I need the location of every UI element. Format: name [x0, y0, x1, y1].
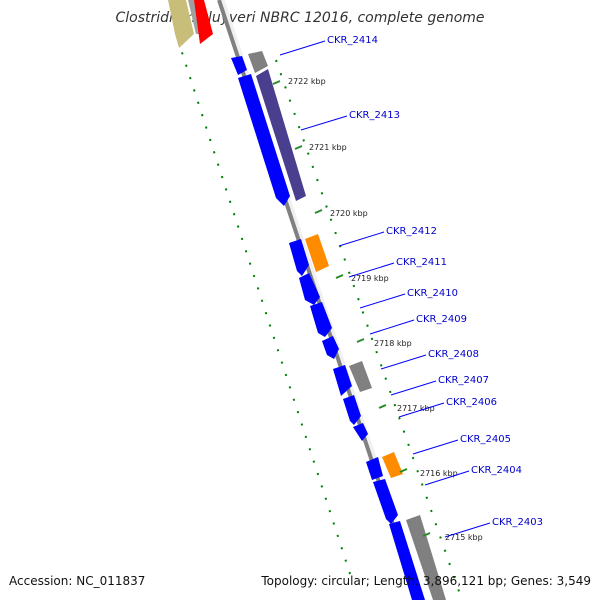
label-leader	[444, 522, 491, 538]
label-leader	[348, 262, 395, 278]
gene-label-CKR_2410[interactable]: CKR_2410	[407, 288, 458, 299]
gene-CKR_2405[interactable]	[382, 452, 403, 478]
gene-CKR_2403[interactable]	[406, 515, 446, 600]
label-leader	[338, 231, 385, 247]
scale-tick	[314, 209, 323, 214]
gene-CKR_2404[interactable]	[373, 479, 398, 524]
gene-CKR_2409[interactable]	[310, 302, 332, 337]
gene-CKR_2403-forward[interactable]	[389, 521, 425, 600]
gene-CKR_2408[interactable]	[322, 336, 339, 359]
scale-tick	[356, 338, 365, 343]
genome-summary-text: Topology: circular; Length: 3,896,121 bp…	[261, 574, 591, 588]
gene-block-khaki[interactable]	[168, 0, 194, 48]
gene-CKR_2413[interactable]	[256, 69, 306, 201]
scale-tick	[378, 404, 387, 409]
label-leader	[412, 439, 459, 455]
label-leader	[359, 293, 406, 309]
scale-label-2720: 2720 kbp	[330, 209, 368, 218]
gene-block-red[interactable]	[194, 0, 213, 44]
gene-label-CKR_2409[interactable]: CKR_2409	[416, 314, 467, 325]
scale-label-2719: 2719 kbp	[351, 274, 389, 283]
gene-CKR_2414[interactable]	[231, 56, 247, 75]
gene-label-CKR_2413[interactable]: CKR_2413	[349, 110, 400, 121]
scale-tick	[335, 274, 344, 279]
gene-CKR_2410[interactable]	[299, 273, 320, 305]
gene-CKR_2413-forward[interactable]	[238, 74, 290, 206]
gene-CKR_2406-tail[interactable]	[353, 423, 368, 441]
gene-label-CKR_2403[interactable]: CKR_2403	[492, 517, 543, 528]
scale-tick	[422, 532, 431, 537]
label-leader	[380, 354, 427, 370]
gene-CKR_2407-forward[interactable]	[333, 365, 352, 396]
scale-tick	[294, 145, 303, 150]
gene-label-CKR_2408[interactable]: CKR_2408	[428, 349, 479, 360]
scale-tick	[399, 468, 408, 473]
gene-CKR_2407[interactable]	[349, 361, 372, 392]
scale-label-2716: 2716 kbp	[420, 469, 458, 478]
gc-skew-track-inner	[275, 59, 463, 600]
gene-CKR_2412[interactable]	[289, 239, 309, 276]
gene-CKR_2411[interactable]	[305, 234, 329, 272]
gene-label-CKR_2412[interactable]: CKR_2412	[386, 226, 437, 237]
label-leader	[390, 380, 437, 396]
scale-label-2722: 2722 kbp	[288, 77, 326, 86]
gene-label-CKR_2405[interactable]: CKR_2405	[460, 434, 511, 445]
gene-label-CKR_2406[interactable]: CKR_2406	[446, 397, 497, 408]
gene-CKR_2405-forward[interactable]	[366, 457, 383, 480]
gene-CKR_2406[interactable]	[343, 395, 361, 425]
label-leader	[279, 40, 326, 56]
scale-label-2715: 2715 kbp	[445, 533, 483, 542]
scale-tick	[272, 80, 281, 85]
gene-label-CKR_2411[interactable]: CKR_2411	[396, 257, 447, 268]
label-leader	[300, 115, 348, 131]
scale-label-2721: 2721 kbp	[309, 143, 347, 152]
label-leader	[369, 319, 415, 335]
gene-label-CKR_2407[interactable]: CKR_2407	[438, 375, 489, 386]
gene-label-CKR_2404[interactable]: CKR_2404	[471, 465, 522, 476]
gene-CKR_2414-partner[interactable]	[248, 51, 268, 73]
label-leader	[424, 470, 470, 486]
gene-label-CKR_2414[interactable]: CKR_2414	[327, 35, 378, 46]
accession-text: Accession: NC_011837	[9, 574, 146, 588]
label-leader	[398, 402, 445, 418]
scale-label-2717: 2717 kbp	[397, 404, 435, 413]
scale-label-2718: 2718 kbp	[374, 339, 412, 348]
